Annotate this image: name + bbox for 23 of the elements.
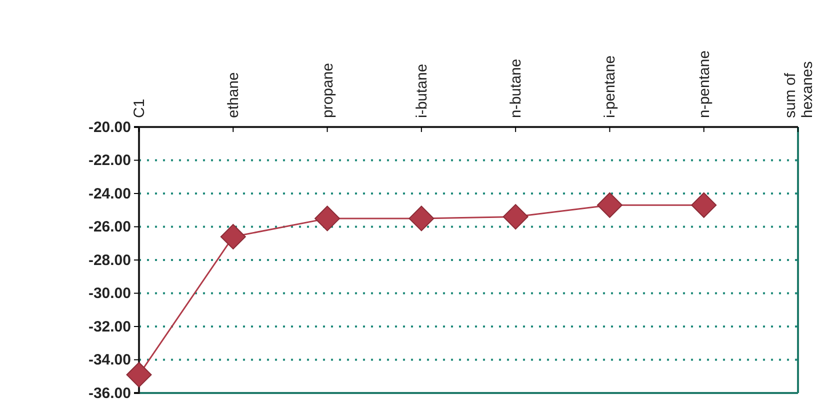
point: [220, 224, 246, 250]
y-tick-label: -36.00: [88, 384, 131, 402]
y-tick-label: -34.00: [88, 352, 131, 369]
y-tick-label: -22.00: [88, 152, 131, 170]
x-tick-label: i-butane: [413, 64, 430, 118]
x-tick-label: sum of hexanes: [782, 61, 816, 118]
x-tick-label: ethane: [225, 72, 242, 118]
point: [408, 206, 434, 232]
y-tick-label: -30.00: [88, 285, 131, 302]
y-tick-label: -26.00: [88, 218, 131, 236]
y-tick-label: -20.00: [88, 118, 131, 136]
point: [502, 204, 528, 230]
y-tick-label: -32.00: [88, 318, 131, 336]
point: [596, 192, 622, 218]
x-tick-label: i-pentane: [602, 55, 619, 118]
x-tick-label: n-butane: [508, 58, 525, 118]
x-tick-label: C1: [131, 98, 148, 118]
y-tick-label: -24.00: [88, 185, 131, 202]
x-tick-label: n-pentane: [696, 50, 713, 118]
y-tick-label: -28.00: [88, 252, 131, 269]
point: [314, 206, 340, 232]
x-tick-label: propane: [319, 62, 336, 118]
point: [691, 192, 717, 218]
